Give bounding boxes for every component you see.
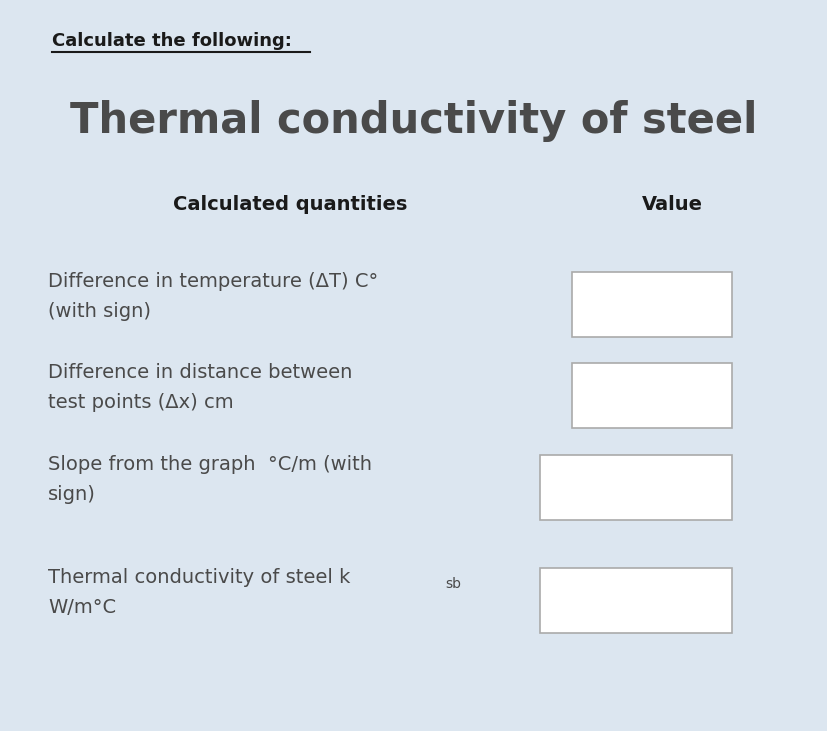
Text: Difference in distance between: Difference in distance between xyxy=(48,363,352,382)
Bar xyxy=(571,272,731,337)
Text: sign): sign) xyxy=(48,485,96,504)
Bar xyxy=(571,363,731,428)
Text: Thermal conductivity of steel: Thermal conductivity of steel xyxy=(70,100,757,142)
Text: sb: sb xyxy=(444,577,461,591)
Text: test points (Δx) cm: test points (Δx) cm xyxy=(48,393,233,412)
Text: Slope from the graph  °C/m (with: Slope from the graph °C/m (with xyxy=(48,455,371,474)
Text: Calculated quantities: Calculated quantities xyxy=(173,195,407,214)
Bar xyxy=(539,455,731,520)
Text: Thermal conductivity of steel k: Thermal conductivity of steel k xyxy=(48,568,350,587)
Text: W/m°C: W/m°C xyxy=(48,598,116,617)
Text: Difference in temperature (ΔT) C°: Difference in temperature (ΔT) C° xyxy=(48,272,378,291)
Text: (with sign): (with sign) xyxy=(48,302,151,321)
Bar xyxy=(539,568,731,633)
Text: Value: Value xyxy=(641,195,701,214)
Text: Calculate the following:: Calculate the following: xyxy=(52,32,292,50)
